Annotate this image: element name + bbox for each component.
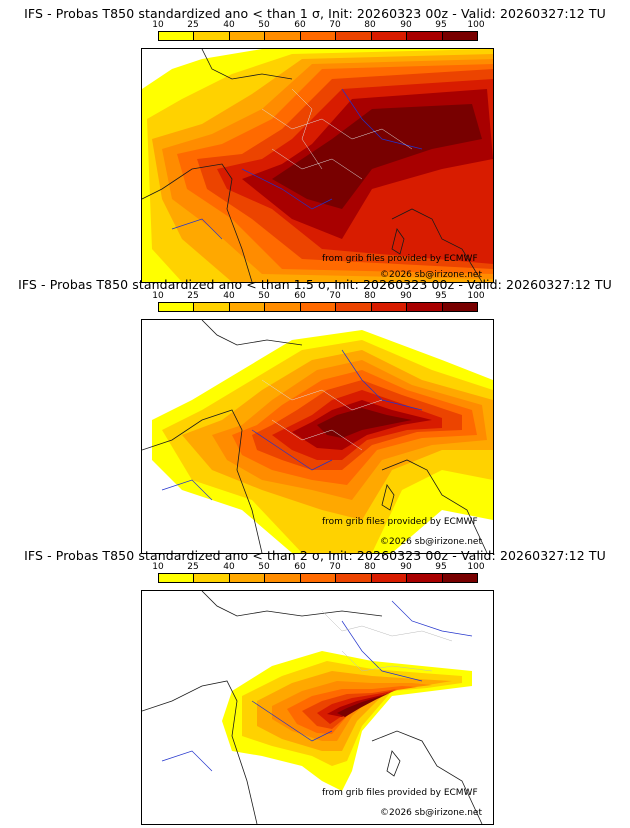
legend-swatch bbox=[371, 574, 408, 582]
color-legend-bar bbox=[158, 573, 478, 583]
admin-borders bbox=[261, 88, 413, 180]
probability-map: from grib files provided by ECMWF ©2026 … bbox=[141, 319, 494, 554]
legend-swatch bbox=[442, 303, 477, 311]
copyright-credit: ©2026 sb@irizone.net bbox=[380, 808, 482, 818]
legend-swatch bbox=[265, 303, 301, 311]
legend-tick: 90 bbox=[400, 562, 412, 572]
legend-swatch bbox=[229, 32, 266, 40]
legend-tick-labels: 10 25 40 50 60 70 80 90 95 100 bbox=[152, 562, 484, 573]
legend-tick-labels: 10 25 40 50 60 70 80 90 95 100 bbox=[152, 291, 484, 302]
legend-tick: 60 bbox=[294, 20, 306, 30]
legend-swatch bbox=[300, 574, 337, 582]
legend-tick: 100 bbox=[467, 291, 485, 301]
probability-map: from grib files provided by ECMWF ©2026 … bbox=[141, 590, 494, 825]
probability-contour-9 bbox=[317, 408, 412, 438]
legend-tick: 60 bbox=[294, 562, 306, 572]
rivers bbox=[161, 349, 423, 501]
legend-tick-labels: 10 25 40 50 60 70 80 90 95 100 bbox=[152, 20, 484, 31]
color-legend-bar bbox=[158, 302, 478, 312]
probability-fill bbox=[152, 330, 493, 553]
probability-panel-2: IFS - Probas T850 standardized ano < tha… bbox=[0, 277, 630, 554]
copyright-credit: ©2026 sb@irizone.net bbox=[380, 537, 482, 547]
admin-borders bbox=[321, 610, 453, 672]
legend-tick: 80 bbox=[364, 291, 376, 301]
panel-title: IFS - Probas T850 standardized ano < tha… bbox=[24, 548, 606, 563]
legend-tick: 10 bbox=[152, 562, 164, 572]
legend-swatch bbox=[371, 32, 408, 40]
legend-swatch bbox=[194, 574, 230, 582]
probability-panel-1: IFS - Probas T850 standardized ano < tha… bbox=[0, 6, 630, 283]
legend-swatch bbox=[159, 32, 195, 40]
legend-swatch bbox=[194, 303, 230, 311]
legend-tick: 70 bbox=[329, 291, 341, 301]
legend-swatch bbox=[442, 574, 477, 582]
legend-swatch bbox=[265, 574, 301, 582]
legend-swatch bbox=[194, 32, 230, 40]
legend-swatch bbox=[229, 574, 266, 582]
panel-title: IFS - Probas T850 standardized ano < tha… bbox=[18, 277, 612, 292]
legend-tick: 40 bbox=[223, 20, 235, 30]
map-graphic bbox=[142, 591, 483, 824]
legend-swatch bbox=[407, 32, 443, 40]
coastline bbox=[142, 320, 488, 553]
source-credit: from grib files provided by ECMWF bbox=[322, 517, 478, 527]
legend-swatch bbox=[336, 303, 372, 311]
probability-fill bbox=[142, 49, 493, 282]
copyright-credit: ©2026 sb@irizone.net bbox=[380, 270, 482, 280]
legend-tick: 25 bbox=[187, 562, 199, 572]
legend-tick: 25 bbox=[187, 20, 199, 30]
coastline bbox=[142, 591, 483, 824]
probability-fill bbox=[222, 651, 472, 791]
legend-tick: 10 bbox=[152, 20, 164, 30]
legend-tick: 90 bbox=[400, 20, 412, 30]
legend-tick: 90 bbox=[400, 291, 412, 301]
legend-tick: 95 bbox=[435, 562, 447, 572]
legend-tick: 95 bbox=[435, 20, 447, 30]
legend-swatch bbox=[229, 303, 266, 311]
map-graphic bbox=[142, 320, 493, 553]
source-credit: from grib files provided by ECMWF bbox=[322, 254, 478, 264]
legend-tick: 60 bbox=[294, 291, 306, 301]
legend-swatch bbox=[336, 574, 372, 582]
legend-tick: 10 bbox=[152, 291, 164, 301]
legend-tick: 40 bbox=[223, 291, 235, 301]
legend-swatch bbox=[159, 574, 195, 582]
legend-tick: 40 bbox=[223, 562, 235, 572]
legend-swatch bbox=[159, 303, 195, 311]
legend-tick: 100 bbox=[467, 562, 485, 572]
legend-tick: 50 bbox=[258, 562, 270, 572]
panel-title: IFS - Probas T850 standardized ano < tha… bbox=[24, 6, 606, 21]
legend-tick: 50 bbox=[258, 20, 270, 30]
color-legend-bar bbox=[158, 31, 478, 41]
probability-map: from grib files provided by ECMWF ©2026 … bbox=[141, 48, 494, 283]
legend-swatch bbox=[300, 303, 337, 311]
legend-swatch bbox=[407, 303, 443, 311]
probability-contour-9 bbox=[337, 693, 390, 717]
probability-contour-9 bbox=[272, 104, 482, 209]
legend-tick: 50 bbox=[258, 291, 270, 301]
legend-swatch bbox=[300, 32, 337, 40]
legend-swatch bbox=[442, 32, 477, 40]
admin-borders bbox=[261, 379, 383, 451]
legend-swatch bbox=[265, 32, 301, 40]
legend-swatch bbox=[371, 303, 408, 311]
legend-swatch bbox=[336, 32, 372, 40]
legend-swatch bbox=[407, 574, 443, 582]
map-graphic bbox=[142, 49, 493, 282]
legend-tick: 80 bbox=[364, 562, 376, 572]
legend-tick: 70 bbox=[329, 20, 341, 30]
legend-tick: 25 bbox=[187, 291, 199, 301]
legend-tick: 100 bbox=[467, 20, 485, 30]
legend-tick: 70 bbox=[329, 562, 341, 572]
coastline bbox=[142, 49, 483, 282]
legend-tick: 80 bbox=[364, 20, 376, 30]
source-credit: from grib files provided by ECMWF bbox=[322, 788, 478, 798]
rivers bbox=[161, 600, 473, 772]
probability-panel-3: IFS - Probas T850 standardized ano < tha… bbox=[0, 548, 630, 825]
rivers bbox=[171, 88, 423, 240]
legend-tick: 95 bbox=[435, 291, 447, 301]
